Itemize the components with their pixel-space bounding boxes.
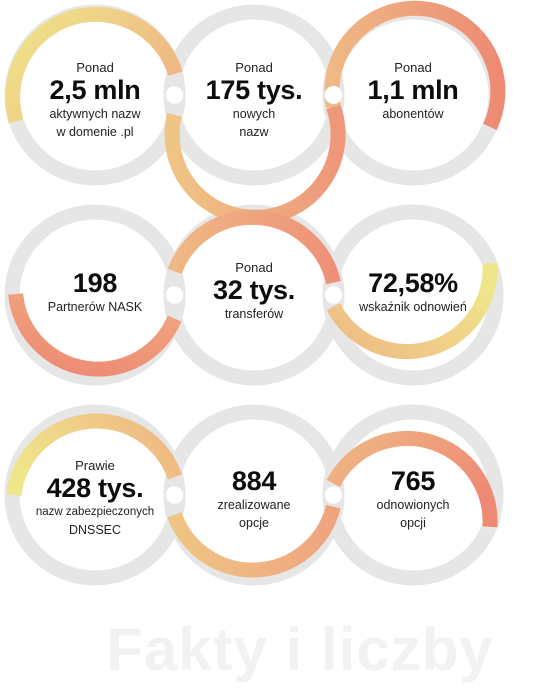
stat-label: w domenie .pl: [56, 125, 134, 139]
ring-progress: [326, 430, 498, 528]
stat-value: 175 tys.: [205, 75, 303, 105]
stat-subscribers: Ponad 1,1 mln abonentów: [338, 60, 488, 123]
section-title: Fakty i liczby: [106, 616, 494, 683]
stat-label: transferów: [224, 307, 284, 321]
stat-value: 1,1 mln: [367, 75, 459, 105]
stat-options-renewed: 765 odnowionych opcji: [338, 466, 488, 532]
stat-label: zrealizowane: [217, 498, 291, 512]
stat-label: DNSSEC: [68, 523, 122, 537]
connector-dot: [324, 285, 343, 305]
stat-label: odnowionych: [376, 498, 450, 512]
stat-prefix: Ponad: [235, 260, 273, 275]
stat-transfers: Ponad 32 tys. transferów: [179, 260, 329, 323]
stat-value: 884: [231, 466, 277, 496]
stat-options-realized: 884 zrealizowane opcje: [179, 466, 329, 532]
stat-label: opcji: [400, 516, 426, 530]
stat-label: nowych: [232, 107, 276, 121]
stat-dnssec: Prawie 428 tys. nazw zabezpieczonych DNS…: [20, 458, 170, 539]
ring-progress: [8, 293, 182, 377]
stat-label: opcje: [239, 516, 269, 530]
stat-label: Partnerów NASK: [47, 300, 143, 314]
ring-progress: [5, 6, 183, 124]
ring-progress: [324, 0, 506, 130]
stat-active-names: Ponad 2,5 mln aktywnych nazw w domenie .…: [20, 60, 170, 141]
ring-progress: [167, 209, 341, 285]
stat-new-names: Ponad 175 tys. nowych nazw: [179, 60, 329, 141]
stat-label: nazw: [239, 125, 269, 139]
connector-dot: [324, 85, 343, 105]
stat-value: 198: [72, 268, 118, 298]
connector-dot: [165, 485, 184, 505]
ring-progress: [6, 413, 183, 496]
stat-partners: 198 Partnerów NASK: [20, 268, 170, 316]
stat-renewal-rate: 72,58% wskaźnik odnowień: [338, 268, 488, 316]
stat-value: 428 tys.: [46, 473, 144, 503]
connector-dot: [165, 85, 184, 105]
stat-value: 72,58%: [368, 268, 458, 298]
stat-label: nazw zabezpieczonych: [35, 506, 155, 518]
stat-prefix: Ponad: [235, 60, 273, 75]
stat-value: 2,5 mln: [49, 75, 141, 105]
connector-dot: [165, 285, 184, 305]
stat-prefix: Ponad: [394, 60, 432, 75]
ring-progress: [326, 262, 498, 360]
stat-prefix: Ponad: [76, 60, 114, 75]
stat-label: abonentów: [382, 107, 444, 121]
stat-value: 32 tys.: [213, 275, 295, 305]
stat-prefix: Prawie: [75, 458, 115, 473]
ring-progress: [167, 504, 341, 578]
connector-dot: [324, 485, 343, 505]
stat-label: wskaźnik odnowień: [359, 300, 467, 314]
stat-label: aktywnych nazw: [49, 107, 141, 121]
stat-value: 765: [390, 466, 436, 496]
